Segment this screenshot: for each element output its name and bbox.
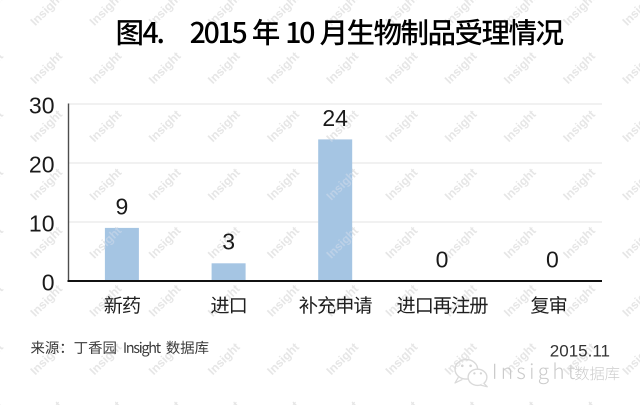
svg-text:2015.11: 2015.11 bbox=[550, 341, 610, 360]
svg-text:0: 0 bbox=[436, 246, 449, 272]
svg-text:3: 3 bbox=[222, 229, 235, 255]
svg-text:9: 9 bbox=[116, 193, 129, 219]
svg-text:24: 24 bbox=[322, 105, 348, 131]
svg-text:0: 0 bbox=[42, 269, 55, 295]
svg-text:0: 0 bbox=[546, 246, 559, 272]
svg-text:10: 10 bbox=[29, 210, 55, 236]
svg-text:30: 30 bbox=[29, 92, 55, 118]
svg-text:20: 20 bbox=[29, 151, 55, 177]
